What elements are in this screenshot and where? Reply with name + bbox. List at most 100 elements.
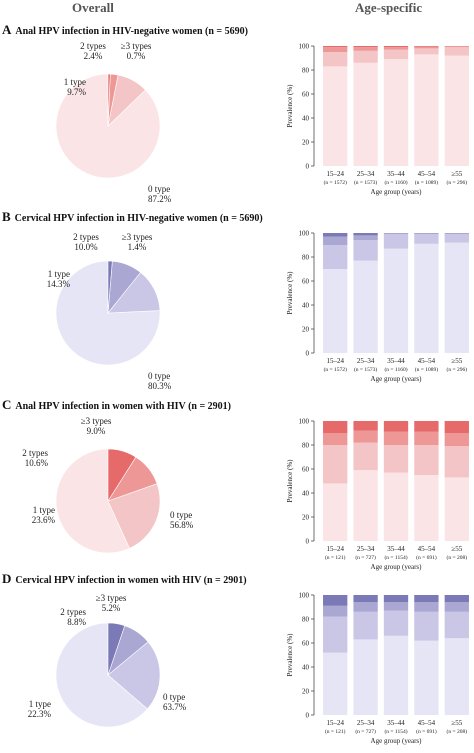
y-tick-label: 100 <box>299 592 310 600</box>
bar-segment <box>444 55 469 166</box>
y-tick-label: 100 <box>299 43 310 51</box>
x-tick-label: 15–24 <box>326 545 344 553</box>
pie-slice-label: 0 type <box>148 371 170 381</box>
x-axis-label: Age group (years) <box>371 737 423 745</box>
pie-slice-label: 1 type <box>29 699 51 709</box>
bar-segment <box>383 635 409 715</box>
pie-slice-percent: 8.8% <box>67 617 86 627</box>
x-tick-label: 25–34 <box>357 170 375 178</box>
pie-slice-percent: 10.6% <box>25 458 49 468</box>
bar-segment <box>323 616 348 653</box>
x-tick-n-label: (n = 727) <box>355 554 376 561</box>
bar-segment <box>383 49 409 60</box>
pie-slice <box>107 260 113 314</box>
bar-segment <box>353 240 378 261</box>
panel-letter: D <box>2 571 12 586</box>
bar-segment <box>414 233 439 235</box>
pie-slice-percent: 22.3% <box>28 709 52 719</box>
bar-segment <box>414 475 439 541</box>
bar-segment <box>383 234 409 249</box>
x-tick-n-label: (n = 1573) <box>354 179 377 186</box>
y-tick-label: 80 <box>302 442 310 450</box>
bar-segment <box>353 233 378 236</box>
y-tick-label: 40 <box>302 115 310 123</box>
x-tick-label: 35–44 <box>387 357 405 365</box>
bar-segment <box>444 233 469 235</box>
x-tick-n-label: (n = 208) <box>447 728 468 735</box>
pie-slice <box>107 483 161 549</box>
panel-title-text: Anal HPV infection in HIV-negative women… <box>15 26 248 37</box>
bar-segment <box>444 242 469 353</box>
bar-segment <box>383 445 409 473</box>
bar-segment <box>444 477 469 541</box>
pie-slice <box>107 641 161 710</box>
panel-a: A Anal HPV infection in HIV-negative wome… <box>0 22 474 204</box>
bar-segment <box>323 269 348 353</box>
bar-segment <box>414 445 439 475</box>
bar-segment <box>323 46 348 48</box>
x-tick-n-label: (n = 121) <box>325 554 346 561</box>
bar-segment <box>353 47 378 51</box>
bar-segment <box>383 602 409 611</box>
overall-header: Overall <box>72 0 114 15</box>
pie-slice-label: 2 types <box>80 41 106 51</box>
x-tick-n-label: (n = 1160) <box>384 366 407 373</box>
x-tick-label: 15–24 <box>326 357 344 365</box>
bar-segment <box>323 445 348 484</box>
y-tick-label: 20 <box>302 688 310 696</box>
pie-slice-percent: 5.2% <box>102 603 121 613</box>
bar-segment <box>353 470 378 541</box>
y-axis-label: Prevalence (%) <box>286 633 294 677</box>
y-tick-label: 40 <box>302 490 310 498</box>
bar-segment <box>383 595 409 603</box>
pie-slice-label: ≥3 types <box>122 232 153 242</box>
bar-segment <box>353 46 378 48</box>
x-tick-n-label: (n = 691) <box>416 554 437 561</box>
x-axis-label: Age group (years) <box>371 188 423 196</box>
pie-slice-label: 1 type <box>33 505 55 515</box>
pie-slice-percent: 23.6% <box>32 515 56 525</box>
y-tick-label: 40 <box>302 664 310 672</box>
panel-title: C Anal HPV infection in women with HIV (n… <box>2 397 231 413</box>
pie-slice-label: 0 type <box>163 692 185 702</box>
bar-segment <box>414 48 439 55</box>
x-tick-n-label: (n = 1089) <box>415 179 438 186</box>
pie-slice-percent: 1.4% <box>128 242 147 252</box>
x-tick-label: ≥55 <box>451 719 462 727</box>
bar-segment <box>383 233 409 235</box>
pie-slice <box>107 73 111 127</box>
pie-slice-percent: 0.7% <box>127 51 146 61</box>
bar-segment <box>414 46 439 47</box>
y-axis-label: Prevalence (%) <box>286 84 294 128</box>
x-tick-n-label: (n = 296) <box>447 179 468 186</box>
bar-segment <box>353 62 378 166</box>
bar-segment <box>444 611 469 639</box>
age-specific-header: Age-specific <box>355 0 423 15</box>
bar-segment <box>414 421 439 432</box>
y-tick-label: 60 <box>302 91 310 99</box>
bar-segment <box>323 66 348 166</box>
stacked-bar-chart-cervical-hiv-negative: 0 20 40 60 80 100 Prevalence (%) 15–24(n = 1572… <box>286 230 469 383</box>
x-tick-n-label: (n = 208) <box>447 554 468 561</box>
bar-segment <box>323 652 348 715</box>
panel-letter: B <box>2 209 11 224</box>
x-tick-n-label: (n = 121) <box>325 728 346 735</box>
bar-segment <box>444 46 469 48</box>
y-axis-label: Prevalence (%) <box>286 271 294 315</box>
pie-slice-label: ≥3 types <box>121 41 152 51</box>
y-tick-label: 60 <box>302 466 310 474</box>
pie-slice-label: ≥3 types <box>96 593 127 603</box>
pie-slice-label: 0 type <box>170 510 192 520</box>
pie-slice-percent: 9.7% <box>67 87 86 97</box>
y-tick-label: 0 <box>306 712 310 720</box>
bar-segment <box>323 595 348 606</box>
bar-segment <box>353 639 378 715</box>
bar-segment <box>444 234 469 243</box>
pie-slice-label: 2 types <box>60 607 86 617</box>
bar-segment <box>414 243 439 353</box>
x-tick-label: 25–34 <box>357 357 375 365</box>
pie-slice-label: 1 type <box>48 269 70 279</box>
bar-segment <box>323 47 348 52</box>
x-tick-n-label: (n = 1089) <box>415 366 438 373</box>
